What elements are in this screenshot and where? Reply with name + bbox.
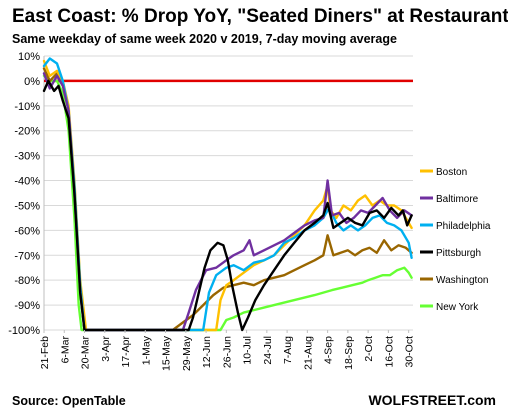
x-tick-label: 15-May [161, 335, 173, 371]
brand-label: WOLFSTREET.com [368, 392, 496, 408]
x-tick-label: 20-Mar [80, 336, 92, 370]
y-tick-label: 0% [24, 76, 40, 88]
series-line-washington [42, 67, 413, 332]
series-line-pittsburgh [42, 79, 413, 332]
source-note: Source: OpenTable [12, 394, 126, 408]
y-tick-label: -20% [14, 126, 40, 138]
x-tick-label: 2-Oct [363, 336, 375, 362]
y-tick-label: -70% [14, 250, 40, 262]
x-tick-label: 17-Apr [120, 335, 132, 367]
legend-label: Pittsburgh [436, 248, 481, 259]
y-tick-label: -80% [14, 275, 40, 287]
x-tick-label: 10-Jul [242, 336, 254, 365]
x-tick-label: 12-Jun [201, 336, 213, 368]
y-tick-label: -10% [14, 101, 40, 113]
y-tick-label: -100% [8, 325, 40, 337]
series-line-philadelphia [42, 57, 413, 332]
x-axis-ticks: 21-Feb 6-Mar 20-Mar 3-Apr 17-Apr 1-May 15-May 2… [39, 330, 416, 371]
y-tick-label: -50% [14, 200, 40, 212]
x-tick-label: 3-Apr [100, 336, 112, 362]
x-tick-label: 21-Feb [39, 336, 51, 369]
y-tick-label: -30% [14, 151, 40, 163]
x-tick-label: 4-Sep [323, 336, 335, 364]
y-tick-label: -40% [14, 176, 40, 188]
x-tick-label: 18-Sep [343, 336, 355, 370]
y-tick-label: -90% [14, 300, 40, 312]
x-tick-label: 6-Mar [59, 335, 71, 363]
legend: Boston Baltimore Philadelphia Pittsburgh Was… [420, 167, 491, 313]
series-lines [42, 57, 413, 332]
y-tick-label: -60% [14, 225, 40, 237]
y-tick-label: 10% [18, 51, 40, 63]
x-tick-label: 24-Jul [262, 336, 274, 365]
legend-label: Baltimore [436, 194, 479, 205]
x-tick-label: 30-Oct [404, 336, 416, 368]
x-tick-label: 16-Oct [383, 336, 395, 368]
gridlines [43, 55, 413, 331]
x-tick-label: 26-Jun [221, 336, 233, 368]
x-tick-label: 7-Aug [282, 336, 294, 364]
x-tick-label: 21-Aug [302, 336, 314, 370]
chart-title: East Coast: % Drop YoY, "Seated Diners" … [12, 6, 508, 27]
legend-label: Philadelphia [436, 221, 491, 232]
legend-label: Boston [436, 167, 467, 178]
legend-label: New York [436, 302, 479, 313]
x-tick-label: 29-May [181, 335, 193, 371]
series-line-boston [42, 59, 413, 332]
y-axis-ticks: 10% 0% -10% -20% -30% -40% -50% -60% -70% -80% -90… [8, 51, 40, 337]
series-line-new-york [42, 74, 413, 332]
x-tick-label: 1-May [140, 335, 152, 365]
chart-subtitle: Same weekday of same week 2020 v 2019, 7… [12, 32, 397, 46]
legend-label: Washington [436, 275, 488, 286]
